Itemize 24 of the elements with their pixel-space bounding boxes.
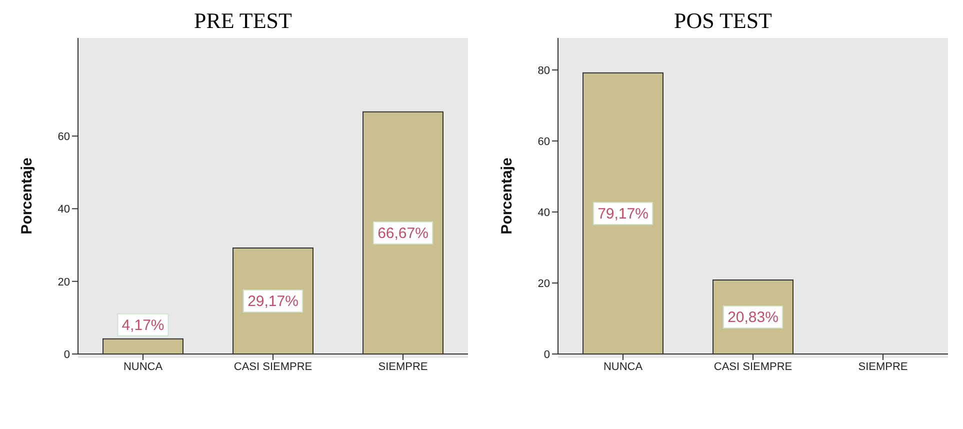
- chart-title: PRE TEST: [192, 8, 293, 34]
- y-tick-label: 80: [538, 64, 550, 77]
- x-tick-label: NUNCA: [603, 360, 644, 373]
- x-tick-label: NUNCA: [123, 360, 164, 373]
- x-tick-label: SIEMPRE: [378, 360, 428, 373]
- y-tick-label: 20: [538, 278, 550, 290]
- y-tick-label: 60: [58, 130, 70, 143]
- data-label: 66,67%: [378, 224, 428, 242]
- y-tick-label: 60: [538, 136, 550, 148]
- x-tick-label: CASI SIEMPRE: [234, 360, 312, 373]
- y-tick-label: 20: [58, 276, 70, 288]
- y-tick-label: 0: [64, 348, 70, 361]
- y-tick-label: 0: [544, 348, 550, 361]
- data-label: 4,17%: [122, 316, 164, 334]
- data-label: 29,17%: [248, 293, 298, 310]
- chart-title: POS TEST: [672, 8, 773, 34]
- y-tick-label: 40: [58, 204, 70, 216]
- y-axis-title: Porcentaje: [498, 158, 516, 234]
- data-label: 20,83%: [728, 309, 778, 326]
- data-label: 79,17%: [598, 205, 648, 222]
- y-tick-label: 40: [538, 206, 550, 219]
- y-axis-title: Porcentaje: [18, 158, 36, 234]
- x-tick-label: SIEMPRE: [858, 360, 908, 373]
- x-tick-label: CASI SIEMPRE: [714, 360, 792, 373]
